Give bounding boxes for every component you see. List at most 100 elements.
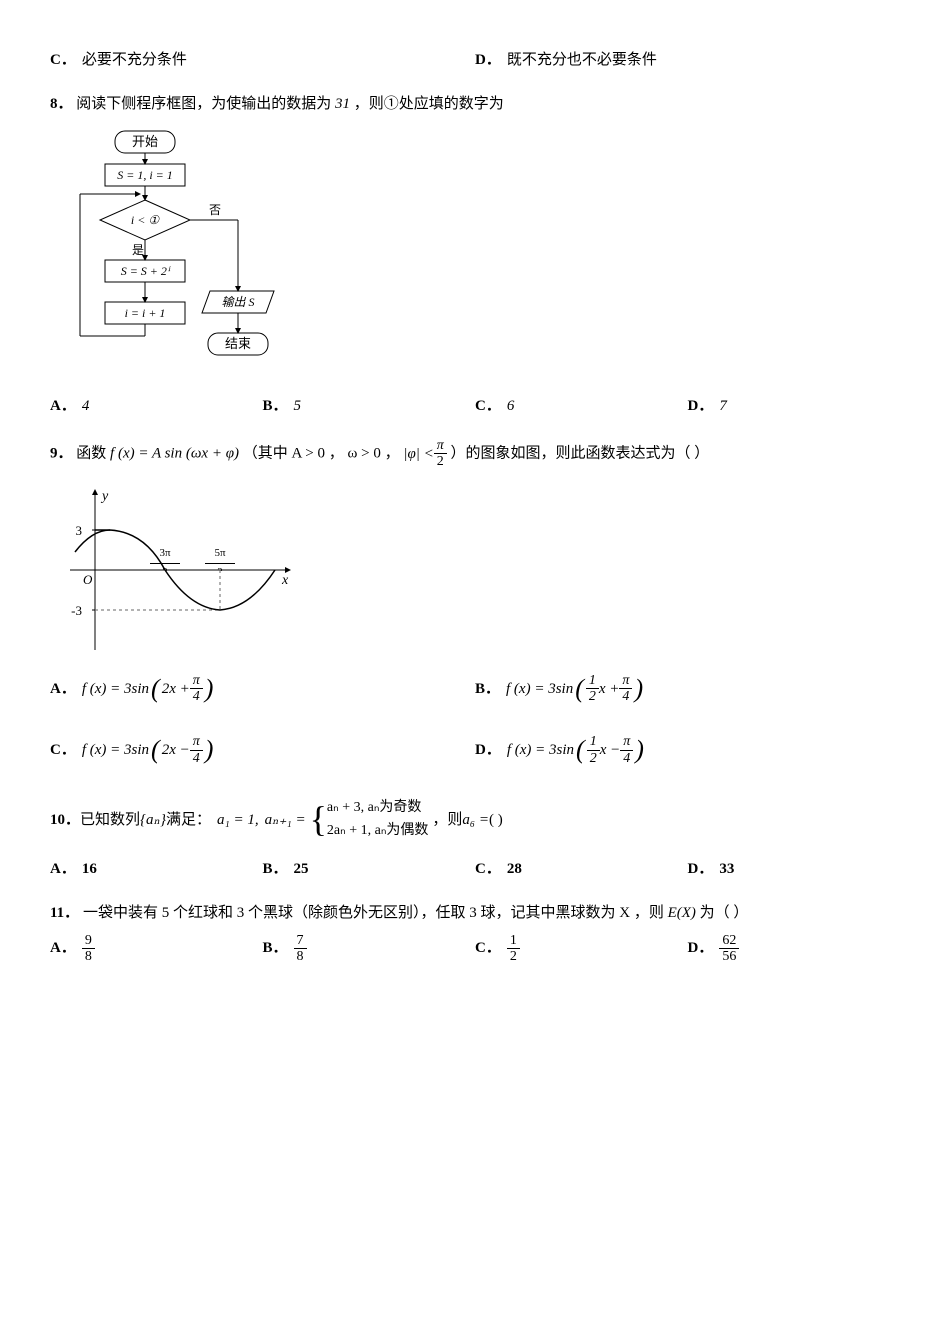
question-11: 11． 一袋中装有 5 个红球和 3 个黑球（除颜色外无区别），任取 3 球，记… — [50, 901, 900, 925]
q8-option-b: B． 5 — [263, 394, 476, 418]
q9-d-fx: f (x) = 3sin — [507, 738, 574, 762]
flow-init: S = 1, i = 1 — [117, 168, 173, 182]
q9-fx: f (x) = A sin (ωx + φ) — [110, 445, 239, 461]
q9-frac: π 2 — [434, 438, 447, 470]
q9-b-fx: f (x) = 3sin — [506, 677, 573, 701]
q10-c-value: 28 — [507, 857, 522, 881]
q10-text-a: 已知数列 — [80, 808, 140, 832]
q11-option-a: A． 98 — [50, 933, 263, 965]
q10-number: 10． — [50, 808, 80, 832]
q8-d-label: D． — [688, 394, 714, 418]
q9-axis-x: x — [281, 573, 289, 588]
q9-d-den: 4 — [620, 751, 633, 766]
q10-a1: a₁ = 1, — [217, 808, 259, 832]
q9-number: 9． — [50, 445, 73, 461]
q9-x2-num: 5π — [205, 545, 235, 564]
q10-text-b: 满足： — [166, 808, 211, 832]
option-d-label: D． — [475, 48, 501, 72]
q9-graph: y x O 3 -3 3π 2 5π 2 — [50, 480, 900, 660]
q10-case2: 2aₙ + 1, aₙ为偶数 — [327, 820, 428, 842]
q9-b-mid: x + — [599, 677, 620, 701]
q9-d-label: D． — [475, 738, 501, 762]
q10-option-d: D． 33 — [688, 857, 901, 881]
q9-option-a: A． f (x) = 3sin ( 2x + π4 ) — [50, 668, 475, 710]
q10-d-value: 33 — [719, 857, 734, 881]
q11-text-b: 个红球和 — [173, 905, 233, 921]
q10-b-label: B． — [263, 857, 288, 881]
flow-out: 输出 S — [221, 295, 254, 309]
q9-b-half-num: 1 — [586, 673, 599, 689]
option-c-text: 必要不充分条件 — [82, 48, 187, 72]
q11-c-label: C． — [475, 936, 501, 960]
option-d-text: 既不充分也不必要条件 — [507, 48, 657, 72]
question-8: 8． 阅读下侧程序框图，为使输出的数据为 31 ，则①处应填的数字为 — [50, 92, 900, 116]
q11-n5: 5 — [162, 905, 170, 921]
q9-ytop: 3 — [76, 523, 83, 538]
q11-option-b: B． 78 — [263, 933, 476, 965]
q11-d-label: D． — [688, 936, 714, 960]
flow-end: 结束 — [225, 336, 251, 351]
q11-text-a: 一袋中装有 — [83, 905, 158, 921]
q8-text-b: ，则①处应填的数字为 — [354, 96, 504, 112]
question-10: 10． 已知数列 {aₙ} 满足： a₁ = 1, aₙ₊₁ = { aₙ + … — [50, 791, 900, 849]
q11-a-label: A． — [50, 936, 76, 960]
q11-b-den: 8 — [294, 949, 307, 964]
q9-frac-num: π — [434, 438, 447, 454]
q9-d-half-num: 1 — [587, 734, 600, 750]
flow-body2: i = i + 1 — [125, 306, 166, 320]
q11-c-num: 1 — [507, 933, 520, 949]
q9-origin: O — [83, 572, 93, 587]
q10-b-value: 25 — [294, 857, 309, 881]
q8-d-value: 7 — [719, 394, 727, 418]
q9-d-mid: x − — [600, 738, 621, 762]
q9-b-half-den: 2 — [586, 689, 599, 704]
q8-b-value: 5 — [294, 394, 302, 418]
flow-yes: 是 — [132, 243, 144, 257]
q11-a-den: 8 — [82, 949, 95, 964]
q10-tail: ( ) — [489, 808, 503, 832]
q11-ex: E(X) — [668, 905, 696, 921]
q8-a-value: 4 — [82, 394, 90, 418]
q10-a-value: 16 — [82, 857, 97, 881]
q10-c-label: C． — [475, 857, 501, 881]
q9-options-row2: C． f (x) = 3sin ( 2x − π4 ) D． f (x) = 3… — [50, 729, 900, 771]
q11-option-d: D． 6256 — [688, 933, 901, 965]
q9-a-pre: 2x + — [162, 677, 190, 701]
question-9: 9． 函数 f (x) = A sin (ωx + φ) （其中 A > 0 ，… — [50, 438, 900, 470]
q9-ybot: -3 — [71, 603, 82, 618]
q11-c-den: 2 — [507, 949, 520, 964]
q9-b-label: B． — [475, 677, 500, 701]
q10-text-c: ，则 — [432, 808, 462, 832]
q9-text-c: ）的图象如图，则此函数表达式为（ ） — [451, 445, 710, 461]
q10-option-a: A． 16 — [50, 857, 263, 881]
q11-b-label: B． — [263, 936, 288, 960]
q10-option-b: B． 25 — [263, 857, 476, 881]
q10-option-c: C． 28 — [475, 857, 688, 881]
q9-text-a: 函数 — [76, 445, 110, 461]
q11-d-den: 56 — [719, 949, 739, 964]
q11-text-e: 为（ ） — [700, 905, 749, 921]
q11-b-num: 7 — [294, 933, 307, 949]
q11-options: A． 98 B． 78 C． 12 D． 6256 — [50, 933, 900, 965]
q9-a-label: A． — [50, 677, 76, 701]
brace-icon: { — [310, 791, 327, 849]
q8-number: 8． — [50, 96, 73, 112]
q10-case1: aₙ + 3, aₙ为奇数 — [327, 797, 428, 819]
flow-start: 开始 — [132, 134, 158, 149]
q10-rec-lhs: aₙ₊₁ = — [265, 808, 306, 832]
q9-c-num: π — [190, 734, 203, 750]
q9-text-b: （其中 A > 0 ， ω > 0 ， — [243, 445, 404, 461]
q9-b-num: π — [619, 673, 632, 689]
q11-n3b: 3 — [469, 905, 477, 921]
q11-option-c: C． 12 — [475, 933, 688, 965]
q10-seq: {aₙ} — [140, 808, 166, 832]
q8-c-label: C． — [475, 394, 501, 418]
q11-text-d: 球，记其中黑球数为 X ，则 — [480, 905, 663, 921]
q11-a-num: 9 — [82, 933, 95, 949]
q10-a6: a₆ = — [462, 808, 489, 832]
pre-options: C． 必要不充分条件 D． 既不充分也不必要条件 — [50, 48, 900, 72]
flow-cond: i < ① — [131, 213, 160, 227]
q8-c-value: 6 — [507, 394, 515, 418]
q9-options-row1: A． f (x) = 3sin ( 2x + π4 ) B． f (x) = 3… — [50, 668, 900, 710]
q9-a-fx: f (x) = 3sin — [82, 677, 149, 701]
